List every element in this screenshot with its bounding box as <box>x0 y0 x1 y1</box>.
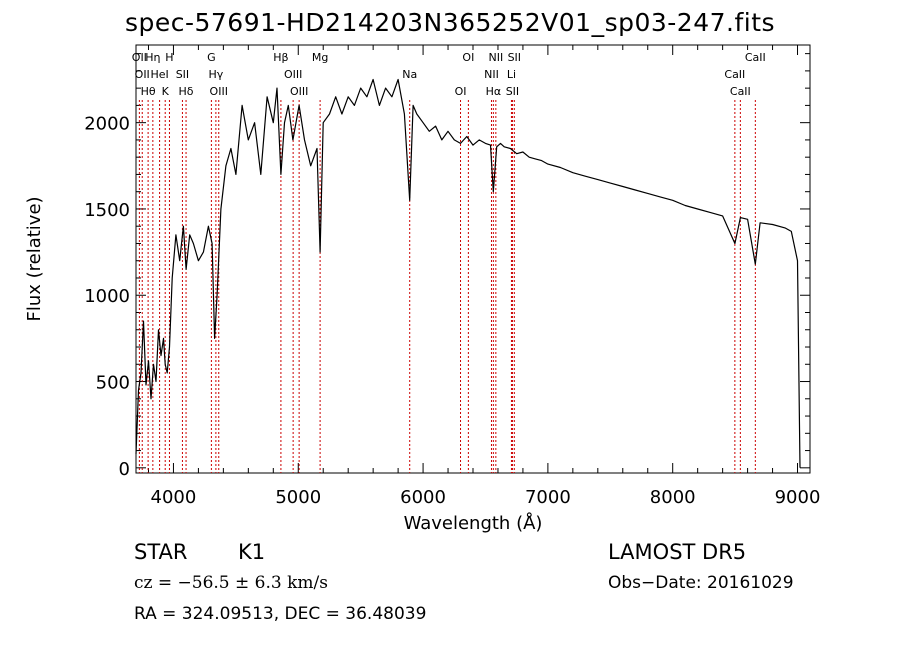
line-marker-label: Hθ <box>141 85 156 98</box>
line-marker-label: SII <box>506 85 519 98</box>
spectrum-series <box>135 78 801 468</box>
line-marker-label: Na <box>402 68 417 81</box>
y-tick-label: 0 <box>119 459 130 480</box>
line-marker-label: NII <box>488 51 503 64</box>
line-marker-label: G <box>207 51 216 64</box>
line-marker-label: H <box>165 51 173 64</box>
x-tick-label: 6000 <box>400 487 446 508</box>
y-tick-label: 2000 <box>84 114 130 135</box>
line-marker-label: Hα <box>486 85 502 98</box>
velocity-text: cz = −56.5 ± 6.3 km/s <box>134 573 328 593</box>
object-class: STAR <box>134 540 188 564</box>
y-axis-label: Flux (relative) <box>24 196 45 321</box>
line-marker-label: OII <box>135 68 150 81</box>
line-marker-label: OIII <box>284 68 302 81</box>
line-marker-label: Hγ <box>208 68 223 81</box>
line-marker-label: Li <box>507 68 516 81</box>
y-tick-label: 1500 <box>84 200 130 221</box>
line-marker-label: OII <box>132 51 147 64</box>
object-subclass: K1 <box>238 540 266 564</box>
line-marker-label: SII <box>508 51 521 64</box>
line-marker-label: Hη <box>145 51 160 64</box>
y-tick-label: 1000 <box>84 286 130 307</box>
line-marker-label: Mg <box>312 51 328 64</box>
line-marker-label: Hδ <box>179 85 194 98</box>
plot-frame <box>135 44 811 474</box>
line-marker-label: NII <box>484 68 499 81</box>
chart-title: spec-57691-HD214203N365252V01_sp03-247.f… <box>124 8 776 37</box>
survey-label: LAMOST DR5 <box>608 540 747 564</box>
x-tick-label: 4000 <box>151 487 197 508</box>
x-tick-label: 5000 <box>275 487 321 508</box>
line-marker-label: CaII <box>745 51 766 64</box>
x-tick-label: 9000 <box>775 487 821 508</box>
line-marker-label: Hβ <box>273 51 288 64</box>
obs-date-text: Obs−Date: 20161029 <box>608 573 794 593</box>
y-tick-label: 500 <box>96 373 130 394</box>
x-tick-label: 8000 <box>650 487 696 508</box>
line-marker-label: OI <box>462 51 474 64</box>
line-marker-label: OIII <box>290 85 308 98</box>
line-marker-label: OIII <box>210 85 228 98</box>
line-marker-label: CaII <box>730 85 751 98</box>
line-marker-label: HeI <box>150 68 168 81</box>
coordinates-text: RA = 324.09513, DEC = 36.48039 <box>134 604 427 624</box>
line-marker-label: OI <box>455 85 467 98</box>
line-marker-label: SII <box>176 68 189 81</box>
x-tick-label: 7000 <box>525 487 571 508</box>
x-axis-label: Wavelength (Å) <box>404 512 543 534</box>
line-marker-label: K <box>162 85 170 98</box>
line-marker-label: CaII <box>724 68 745 81</box>
